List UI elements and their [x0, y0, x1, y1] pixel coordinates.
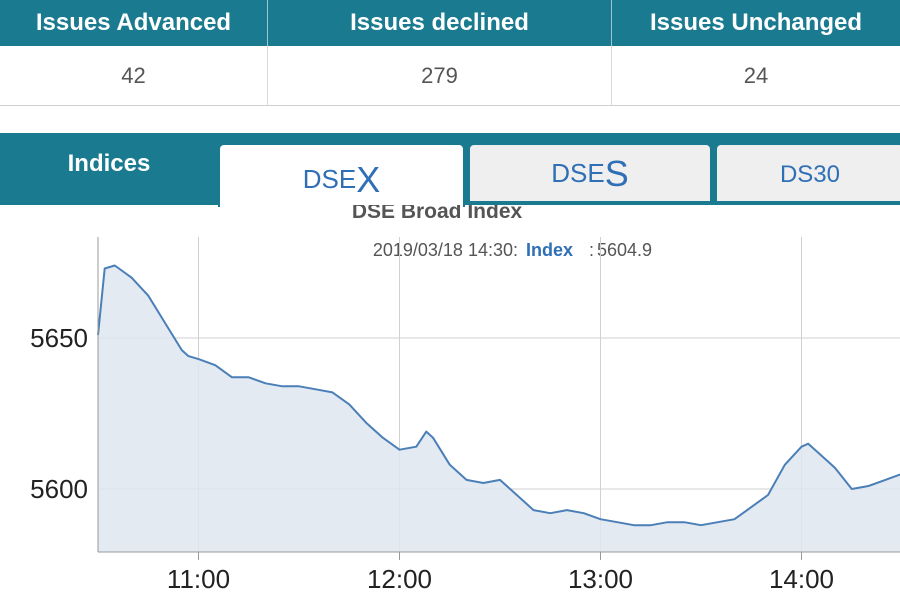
tab-dsex-suffix: X [356, 159, 381, 200]
issues-header-row: Issues Advanced Issues declined Issues U… [0, 0, 900, 46]
issues-summary-table: Issues Advanced Issues declined Issues U… [0, 0, 900, 106]
issues-unchanged-value: 24 [743, 62, 769, 88]
issues-unchanged-header: Issues Unchanged [649, 9, 863, 36]
chart-title: DSE Broad Index [352, 205, 523, 223]
issues-declined-header: Issues declined [268, 0, 612, 46]
tab-dses[interactable]: DSE S [468, 143, 712, 201]
x-tick-label-1100: 11:00 [167, 564, 230, 594]
y-tick-label-5650: 5650 [30, 323, 88, 353]
issues-advanced-value: 42 [0, 46, 268, 105]
x-tick-label-1200: 12:00 [367, 564, 432, 594]
tooltip-key: Index [526, 240, 573, 260]
x-tick-label-1400: 14:00 [769, 564, 834, 594]
chart-canvas: DSE Broad Index 2019/03/18 14:30: Index … [30, 205, 900, 594]
indices-tab-bar: Indices DSE X DSE S DS30 [0, 133, 900, 207]
tooltip-date: 2019/03/18 14:30: [373, 240, 518, 260]
indices-label: Indices [67, 150, 151, 177]
tab-dses-prefix: DSE [551, 158, 605, 188]
tab-ds30[interactable]: DS30 [715, 143, 900, 201]
tab-dsex-prefix: DSE [302, 164, 357, 194]
issues-declined-value: 279 [268, 46, 612, 105]
y-tick-label-5600: 5600 [30, 474, 88, 504]
dse-broad-index-chart: DSE Broad Index 2019/03/18 14:30: Index … [0, 205, 900, 600]
series-area-fill-0 [98, 265, 900, 552]
tab-ds30-label: DS30 [779, 161, 841, 188]
issues-advanced-header: Issues Advanced [0, 0, 268, 46]
tab-dses-suffix: S [604, 153, 629, 194]
issues-values-row: 42 279 24 [0, 46, 900, 106]
tooltip-colon: : [589, 240, 594, 260]
tab-dsex[interactable]: DSE X [218, 143, 465, 207]
tooltip-value: 5604.9 [597, 240, 652, 260]
x-tick-label-1300: 13:00 [568, 564, 633, 594]
